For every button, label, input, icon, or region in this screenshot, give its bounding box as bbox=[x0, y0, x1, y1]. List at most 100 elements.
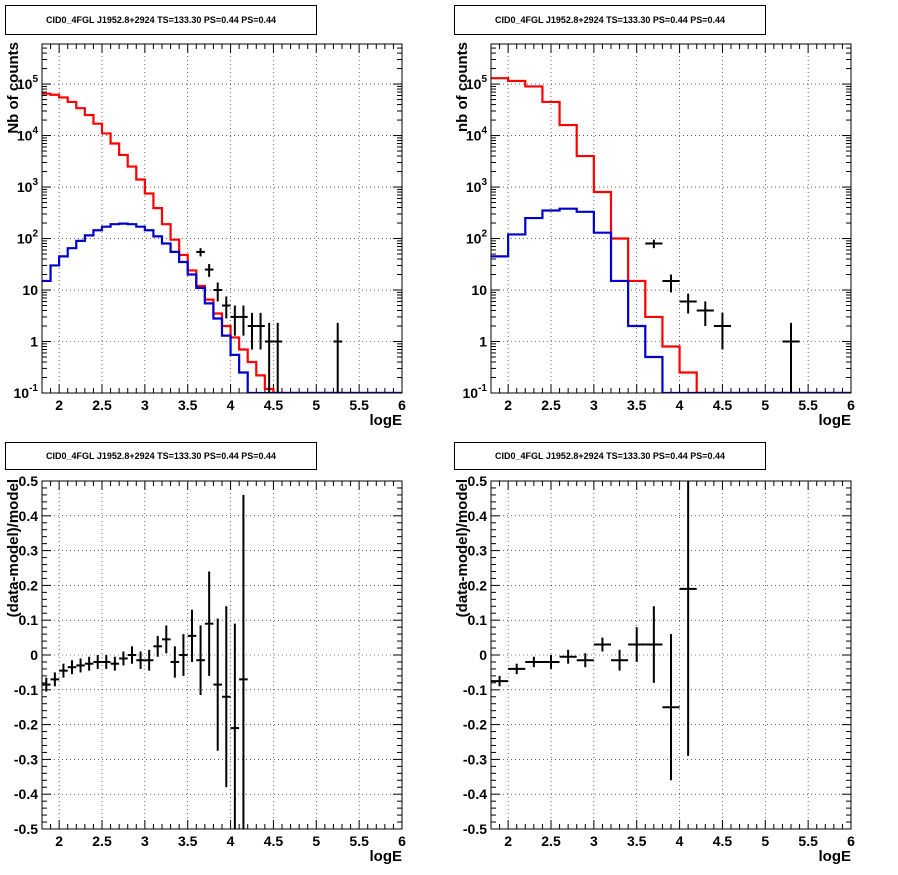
residual-point bbox=[230, 623, 240, 829]
y-tick-label: 0.3 bbox=[19, 543, 39, 559]
y-tick-label: 0.5 bbox=[19, 473, 39, 489]
y-tick-label-base: 10 bbox=[466, 179, 482, 195]
y-tick-label-exponent: 3 bbox=[32, 177, 38, 188]
residual-point bbox=[628, 627, 646, 662]
y-tick-label: 0.2 bbox=[468, 577, 488, 593]
x-tick-label: 4 bbox=[676, 397, 684, 413]
residual-point bbox=[127, 646, 137, 664]
y-tick-label: -0.5 bbox=[463, 821, 487, 837]
counts-plot-left-svg: 2 2.5 3 3.5 4 4.5 5 5.5 610-1110102103104105logE… bbox=[5, 42, 406, 429]
x-tick-label: 4.5 bbox=[713, 833, 733, 849]
x-tick-label: 3 bbox=[590, 397, 598, 413]
plot-title: CID0_4FGL J1952.8+2924 TS=133.30 PS=0.44… bbox=[494, 451, 725, 461]
y-tick-label: 10 bbox=[22, 282, 38, 298]
x-tick-label: 5.5 bbox=[798, 833, 818, 849]
x-tick-label: 6 bbox=[398, 397, 406, 413]
x-tick-label: 3 bbox=[590, 833, 598, 849]
y-tick-label: 0.2 bbox=[19, 577, 39, 593]
residual-point bbox=[84, 656, 94, 671]
y-tick-label: -0.4 bbox=[14, 786, 38, 802]
x-tick-label: 5.5 bbox=[798, 397, 818, 413]
data-point bbox=[256, 312, 265, 350]
y-axis-label: Nb of counts bbox=[5, 42, 22, 134]
x-tick-label: 5 bbox=[761, 397, 769, 413]
y-tick-label-base: 10 bbox=[14, 385, 30, 401]
x-tick-label: 4.5 bbox=[264, 833, 284, 849]
plot-frame bbox=[41, 43, 403, 394]
residual-point bbox=[119, 651, 128, 666]
residual-point bbox=[196, 625, 205, 696]
y-tick-label-exponent: 4 bbox=[481, 126, 487, 137]
x-tick-label: 4.5 bbox=[264, 397, 284, 413]
total-model-series bbox=[491, 77, 851, 393]
y-tick-label: 105 bbox=[466, 74, 488, 92]
y-tick-label: -0.3 bbox=[14, 751, 38, 767]
data-point bbox=[333, 322, 342, 393]
y-tick-label: 0 bbox=[479, 647, 487, 663]
y-tick-label-exponent: 2 bbox=[481, 229, 487, 240]
residual-point bbox=[559, 649, 577, 664]
y-tick-label: 102 bbox=[17, 229, 39, 247]
y-tick-label: -0.5 bbox=[14, 821, 38, 837]
y-tick-label: -0.4 bbox=[463, 786, 487, 802]
data-point bbox=[222, 296, 231, 319]
data-points bbox=[645, 239, 800, 393]
residual-point bbox=[593, 637, 611, 652]
x-tick-label: 2.5 bbox=[92, 833, 112, 849]
residual-point bbox=[67, 660, 77, 675]
residual-point bbox=[153, 635, 162, 657]
y-tick-label: 0.5 bbox=[468, 473, 488, 489]
data-point bbox=[239, 305, 248, 336]
x-tick-label: 5.5 bbox=[349, 833, 369, 849]
data-point bbox=[196, 248, 205, 257]
residual-point bbox=[645, 606, 663, 683]
residual-point bbox=[662, 634, 680, 781]
y-tick-label: 104 bbox=[17, 126, 39, 144]
plot-frame bbox=[490, 480, 852, 830]
y-tick-label: 1 bbox=[479, 334, 487, 350]
x-tick-label: 4.5 bbox=[713, 397, 733, 413]
y-tick-label-base: 10 bbox=[466, 76, 482, 92]
y-tick-label-exponent: 4 bbox=[32, 126, 38, 137]
residual-point bbox=[525, 656, 543, 668]
y-tick-label: 104 bbox=[466, 126, 488, 144]
residual-point bbox=[542, 655, 560, 669]
y-tick-label-base: 10 bbox=[17, 179, 33, 195]
y-tick-label-exponent: -1 bbox=[29, 383, 38, 394]
y-tick-label: 102 bbox=[466, 229, 488, 247]
residual-point bbox=[42, 677, 51, 692]
residual-point bbox=[213, 618, 222, 751]
x-tick-label: 2.5 bbox=[92, 397, 112, 413]
residual-point bbox=[110, 656, 120, 671]
source-model-series bbox=[491, 207, 851, 393]
x-tick-label: 5 bbox=[312, 833, 320, 849]
data-point bbox=[662, 274, 680, 293]
y-tick-label: 10-1 bbox=[463, 383, 488, 401]
y-tick-label: -0.2 bbox=[463, 717, 487, 733]
residual-point bbox=[50, 672, 60, 687]
x-tick-label: 5.5 bbox=[349, 397, 369, 413]
residual-point bbox=[187, 609, 197, 662]
x-tick-label: 2.5 bbox=[541, 833, 561, 849]
data-point bbox=[273, 322, 282, 393]
y-tick-label-base: 10 bbox=[17, 128, 33, 144]
counts-plot-left: 2 2.5 3 3.5 4 4.5 5 5.5 6 10-1 1 10 102 103 104 105 logE… bbox=[0, 0, 449, 437]
x-tick-label: 2 bbox=[55, 833, 63, 849]
y-tick-label-exponent: 5 bbox=[481, 74, 487, 85]
residual-plot-left: 2 2.5 3 3.5 4 4.5 5 5.5 6 -0.5 -0.4 -0.3 -0.2 -0.1 0 0.… bbox=[0, 437, 449, 875]
x-tick-label: 3.5 bbox=[627, 833, 647, 849]
residual-plot-right-svg: 2 2.5 3 3.5 4 4.5 5 5.5 6 -0.5 -0.4 -0.3 -0.2 -0.1 0 0.… bbox=[454, 473, 855, 865]
plot-area bbox=[491, 77, 851, 393]
data-point bbox=[230, 305, 240, 336]
y-tick-label: 1 bbox=[30, 334, 38, 350]
x-axis-label: logE bbox=[819, 848, 852, 865]
x-tick-label: 4 bbox=[227, 833, 235, 849]
axes: 2 2.5 3 3.5 4 4.5 5 5.5 6 -0.5 -0.4 -0.3 -0.2 -0.1 0 0.… bbox=[454, 473, 855, 865]
y-tick-label: 105 bbox=[17, 74, 39, 92]
residual-point bbox=[162, 625, 171, 654]
data-point bbox=[696, 301, 714, 327]
x-tick-label: 4 bbox=[227, 397, 235, 413]
residual-point bbox=[204, 571, 214, 676]
y-axis-label: nb of counts bbox=[454, 42, 471, 132]
